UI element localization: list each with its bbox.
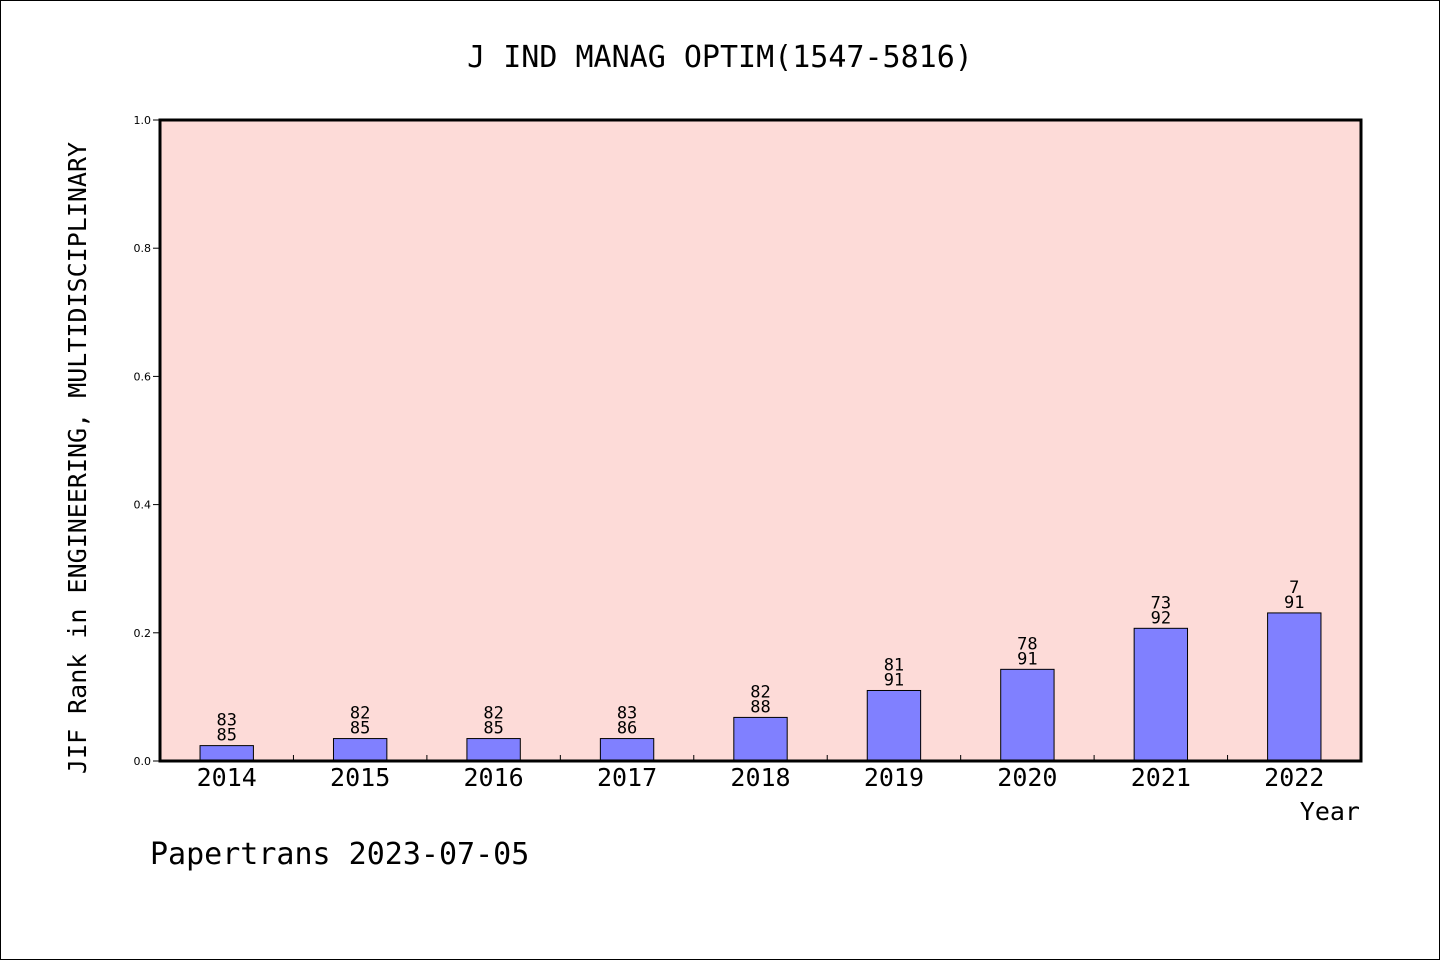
plot-border [158,118,1363,763]
bar-2021 [1133,627,1189,762]
bar-total-label: 92 [1151,608,1171,628]
bar-2017 [599,738,655,762]
y-axis-label: JIF Rank in ENGINEERING, MULTIDISCIPLINA… [63,142,92,774]
bar-total-label: 91 [1284,593,1304,613]
bar-2022 [1267,612,1322,762]
bar-total-label: 85 [350,719,370,739]
bar-rank-label: 82 [750,682,770,702]
bar-rank-label: 83 [216,711,236,731]
bar-rank-label: 83 [617,704,637,724]
bar-total-label: 88 [750,697,770,717]
bar-total-label: 86 [617,719,637,739]
bar-2020 [1000,668,1055,762]
bar-2018 [733,716,788,762]
bar-total-label: 85 [483,719,503,739]
y-tick-label: 0.4 [134,499,152,512]
x-tick-label: 2020 [997,763,1057,792]
x-axis: 2014 2015 2016 2017 2018 2019 2020 2021 2022 [197,755,1324,792]
bar-rank-label: 78 [1017,634,1037,654]
footer-text: Papertrans 2023-07-05 [150,837,529,872]
bar-2014 [199,745,254,762]
bar-2016 [466,738,521,762]
x-tick-label: 2019 [864,763,924,792]
y-tick-label: 0.2 [134,627,152,640]
x-tick-label: 2017 [597,763,657,792]
bar-total-label: 91 [1017,649,1037,669]
chart-title: J IND MANAG OPTIM(1547-5816) [467,40,973,75]
y-tick-label: 1.0 [134,114,152,127]
y-tick-label: 0.0 [134,755,152,768]
y-tick-label: 0.6 [134,370,152,383]
y-axis: 0.0 0.2 0.4 0.6 0.8 1.0 [134,114,160,768]
x-axis-label: Year [1300,797,1360,826]
x-tick-label: 2015 [330,763,390,792]
bar-rank-label: 7 [1289,578,1299,598]
x-tick-label: 2018 [730,763,790,792]
bar-rank-label: 81 [884,655,904,675]
bars [199,612,1322,762]
bar-total-label: 85 [216,726,236,746]
x-tick-label: 2021 [1131,763,1191,792]
y-tick-label: 0.8 [134,242,152,255]
bar-rank-label: 73 [1151,593,1171,613]
bar-rank-label: 82 [483,704,503,724]
x-tick-label: 2022 [1264,763,1324,792]
bar-2019 [866,689,922,762]
bar-rank-label: 82 [350,704,370,724]
bar-total-label: 91 [884,670,904,690]
bar-2015 [332,738,388,762]
x-tick-label: 2014 [197,763,257,792]
x-tick-label: 2016 [464,763,524,792]
